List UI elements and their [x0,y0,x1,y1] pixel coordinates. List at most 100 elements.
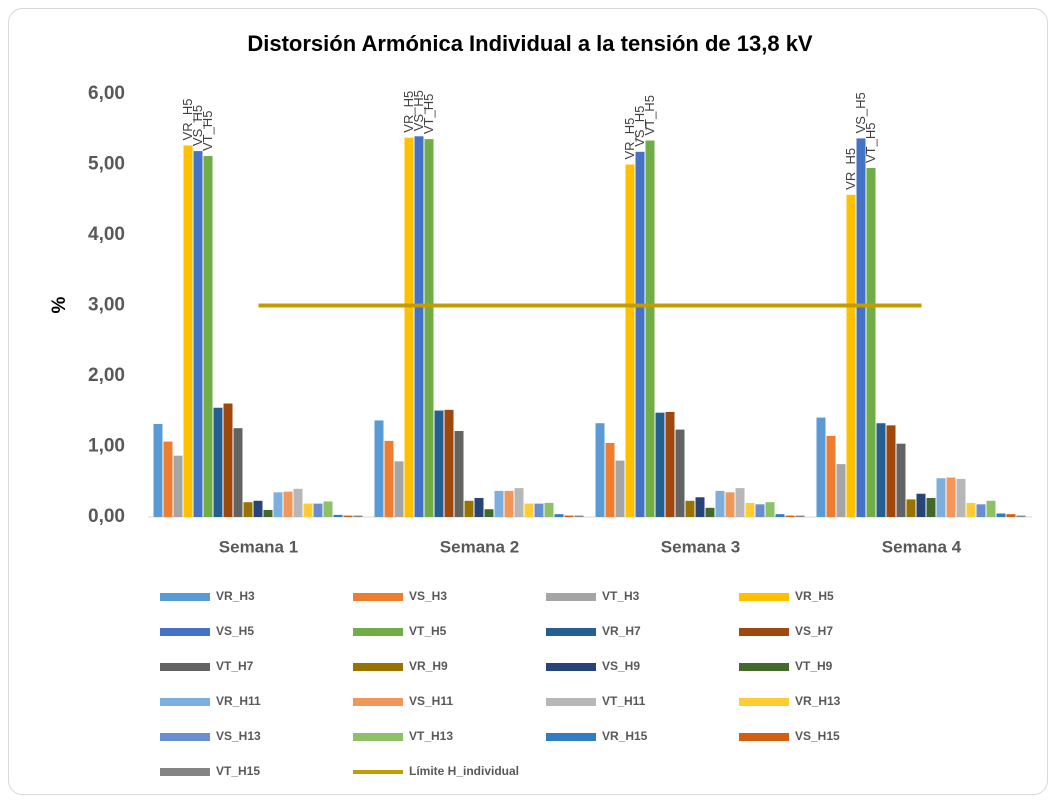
legend-swatch [160,733,210,741]
legend-label: VT_H5 [409,624,447,638]
legend-label: VS_H7 [795,624,833,638]
bar [183,145,193,517]
bar [424,139,434,517]
data-label: VR_H5 [622,118,637,160]
bar [414,136,424,518]
bar [223,403,233,517]
bar [785,515,795,517]
bar [534,503,544,517]
bar [444,409,454,517]
legend-label: VT_H11 [602,694,646,708]
legend-swatch [160,663,210,671]
legend-label: VT_H15 [216,764,260,778]
bar [936,478,946,517]
bar [705,507,715,517]
bar [454,430,464,517]
y-tick-label: 1,00 [88,436,125,457]
legend-label: VT_H13 [409,729,453,743]
data-label: VT_H5 [200,111,215,151]
legend-label: VS_H15 [795,729,840,743]
bar [333,514,343,517]
bar [343,515,353,517]
legend-label: VR_H5 [795,589,834,603]
bar [926,497,936,517]
legend-label: VT_H9 [795,659,833,673]
legend-label: VS_H13 [216,729,261,743]
y-tick-label: 0,00 [88,506,125,527]
legend-swatch [353,628,403,636]
bar [514,488,524,517]
bar [564,515,574,517]
bar [846,194,856,517]
bar [615,460,625,517]
legend-label: VT_H3 [602,589,640,603]
bar [173,455,183,517]
x-tick-label: Semana 3 [661,537,740,556]
chart-title: Distorsión Armónica Individual a la tens… [247,31,813,56]
data-label: VR_H5 [180,99,195,141]
bar [554,514,564,517]
bar [494,490,504,517]
bar [595,423,605,517]
bar [765,502,775,517]
legend-label: VR_H11 [216,694,261,708]
bar [836,464,846,517]
bar [243,502,253,517]
bar [353,515,363,517]
bar [886,425,896,517]
bar [253,500,263,517]
bar [384,440,394,517]
bar [655,412,665,517]
bar [323,501,333,517]
legend-swatch [160,698,210,706]
bar [635,151,645,517]
bar [876,423,886,517]
legend-label: VR_H15 [602,729,648,743]
legend-swatch [546,698,596,706]
data-label: VR_H5 [401,91,416,133]
legend-label: VR_H3 [216,589,255,603]
bar [504,490,514,517]
bar [203,156,213,518]
bar [1006,514,1016,517]
legend-swatch [739,628,789,636]
bar [996,513,1006,517]
x-tick-label: Semana 2 [440,537,519,556]
bar [735,488,745,517]
data-label: VS_H5 [411,90,426,131]
y-tick-label: 4,00 [88,224,125,245]
legend-label: VR_H9 [409,659,448,673]
bar [303,503,313,517]
bar [695,497,705,517]
legend-swatch [739,663,789,671]
bar [715,490,725,517]
bar [1016,515,1026,517]
bar [434,410,444,517]
bar [574,515,584,517]
bar [524,503,534,517]
bar [816,417,826,517]
bar [153,423,163,517]
bar [956,478,966,517]
data-label: VS_H5 [632,106,647,147]
bar [404,137,414,517]
y-tick-label: 6,00 [88,83,125,104]
legend-label: VT_H7 [216,659,254,673]
bar [775,514,785,517]
bar [163,441,173,517]
legend-swatch [353,663,403,671]
data-label: VT_H5 [863,123,878,163]
bar [273,492,283,517]
bar [394,461,404,517]
data-label: VR_H5 [843,148,858,190]
legend-label: VS_H11 [409,694,453,708]
data-label: VS_H5 [190,105,205,146]
y-axis-label: % [49,296,70,313]
bar [675,429,685,517]
bar [976,504,986,517]
bar [826,435,836,517]
bar [374,420,384,517]
x-tick-label: Semana 1 [219,537,298,556]
data-label: VT_H5 [421,94,436,134]
